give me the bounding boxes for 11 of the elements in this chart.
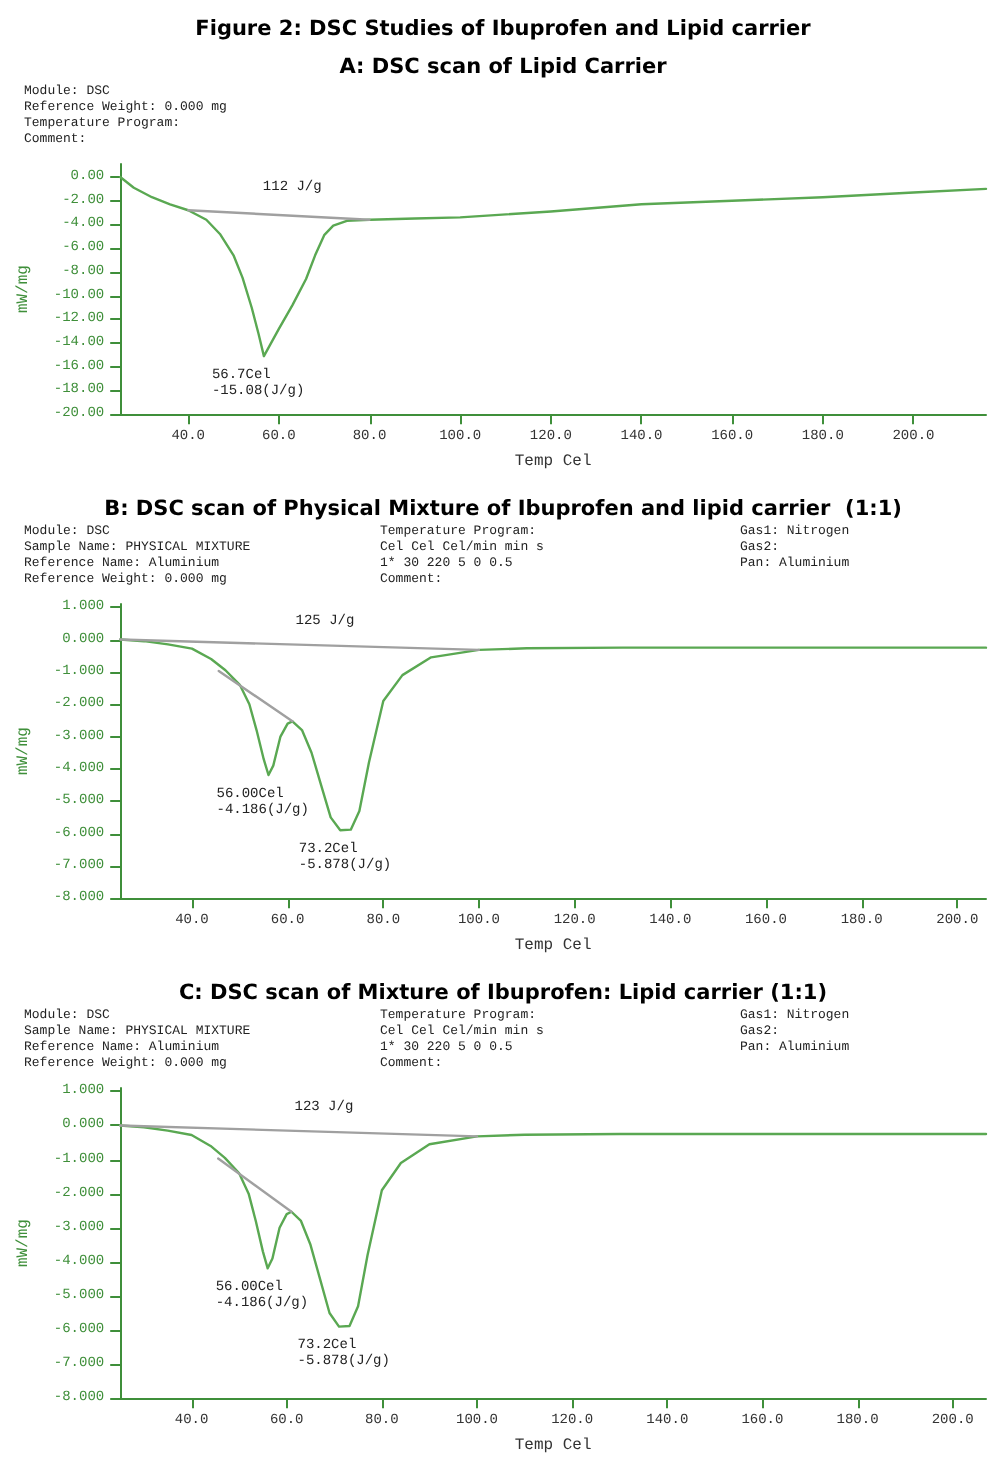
x-axis-title: Temp Cel: [514, 937, 592, 955]
x-axis-title: Temp Cel: [514, 1437, 592, 1455]
chart-title: B: DSC scan of Physical Mixture of Ibuprofen and lipid carrier (1:1): [104, 497, 902, 521]
y-axis-title: mW/mg: [15, 1218, 33, 1268]
chart-subtitle: A: DSC scan of Lipid Carrier: [339, 55, 669, 79]
y-axis-title: mW/mg: [15, 264, 33, 314]
line-series: [119, 175, 988, 358]
x-axis-title: Temp Cel: [514, 453, 592, 471]
y-axis-title: mW/mg: [15, 726, 33, 776]
chart-title: Figure 2: DSC Studies of Ibuprofen and Lipid carrier: [195, 17, 813, 41]
chart-title: C: DSC scan of Mixture of Ibuprofen: Lipid carrier (1:1): [178, 981, 828, 1005]
